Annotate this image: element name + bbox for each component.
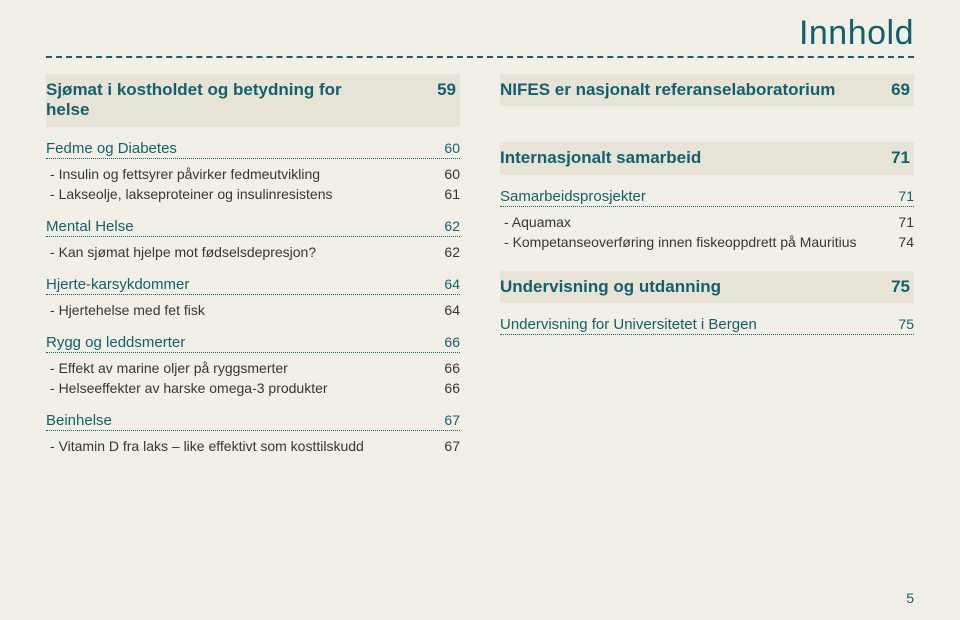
- section-title: Sjømat i kostholdet og betydning for hel…: [46, 80, 382, 121]
- section-page: 59: [437, 80, 456, 100]
- sub-label: Aquamax: [500, 214, 573, 230]
- sub-label: Helseeffekter av harske omega-3 produkte…: [46, 380, 328, 396]
- sub-label: Insulin og fettsyrer påvirker fedmeutvik…: [46, 166, 320, 182]
- heading-page: 62: [432, 218, 460, 234]
- heading-page: 64: [432, 276, 460, 292]
- heading-label: Rygg og leddsmerter: [46, 334, 185, 351]
- section-title: Undervisning og utdanning: [500, 277, 721, 297]
- toc-sub: Helseeffekter av harske omega-3 produkte…: [46, 377, 460, 397]
- sub-page: 62: [432, 244, 460, 260]
- sub-page: 64: [432, 302, 460, 318]
- toc-heading: Mental Helse 62: [46, 215, 460, 237]
- section-page: 75: [891, 277, 910, 297]
- toc-sub: Kompetanseoverføring innen fiskeoppdrett…: [500, 231, 914, 251]
- left-column: Sjømat i kostholdet og betydning for hel…: [46, 74, 460, 467]
- section-page: 71: [891, 148, 910, 168]
- page-title: Innhold: [799, 14, 914, 53]
- sub-label: Kompetanseoverføring innen fiskeoppdrett…: [500, 234, 857, 250]
- toc-group: Mental Helse 62 Kan sjømat hjelpe mot fø…: [46, 215, 460, 261]
- heading-page: 75: [886, 316, 914, 332]
- toc-sub: Lakseolje, lakseproteiner og insulinresi…: [46, 183, 460, 203]
- sub-label: Vitamin D fra laks – like effektivt som …: [46, 438, 364, 454]
- section-band: Undervisning og utdanning 75: [500, 271, 914, 303]
- heading-label: Fedme og Diabetes: [46, 140, 177, 157]
- sub-label: Hjertehelse med fet fisk: [46, 302, 205, 318]
- toc-heading: Hjerte-karsykdommer 64: [46, 273, 460, 295]
- heading-label: Beinhelse: [46, 412, 112, 429]
- toc-sub: Aquamax 71: [500, 211, 914, 231]
- heading-label: Undervisning for Universitetet i Bergen: [500, 316, 757, 333]
- sub-page: 67: [432, 438, 460, 454]
- section-page: 69: [891, 80, 910, 100]
- toc-group: Samarbeidsprosjekter 71 Aquamax 71 Kompe…: [500, 185, 914, 251]
- toc-heading: Undervisning for Universitetet i Bergen …: [500, 313, 914, 335]
- section-band: Sjømat i kostholdet og betydning for hel…: [46, 74, 460, 127]
- toc-group: Fedme og Diabetes 60 Insulin og fettsyre…: [46, 137, 460, 203]
- toc-heading: Rygg og leddsmerter 66: [46, 331, 460, 353]
- top-divider: [46, 56, 914, 58]
- toc-sub: Hjertehelse med fet fisk 64: [46, 299, 460, 319]
- toc-sub: Insulin og fettsyrer påvirker fedmeutvik…: [46, 163, 460, 183]
- sub-page: 66: [432, 360, 460, 376]
- toc-group: Undervisning for Universitetet i Bergen …: [500, 313, 914, 335]
- toc-sub: Kan sjømat hjelpe mot fødselsdepresjon? …: [46, 241, 460, 261]
- toc-group: Hjerte-karsykdommer 64 Hjertehelse med f…: [46, 273, 460, 319]
- toc-group: Rygg og leddsmerter 66 Effekt av marine …: [46, 331, 460, 397]
- heading-page: 60: [432, 140, 460, 156]
- toc-heading: Samarbeidsprosjekter 71: [500, 185, 914, 207]
- heading-label: Mental Helse: [46, 218, 134, 235]
- page-number: 5: [906, 590, 914, 606]
- right-column: NIFES er nasjonalt referanselaboratorium…: [500, 74, 914, 467]
- section-band: NIFES er nasjonalt referanselaboratorium…: [500, 74, 914, 106]
- sub-label: Kan sjømat hjelpe mot fødselsdepresjon?: [46, 244, 316, 260]
- heading-page: 67: [432, 412, 460, 428]
- sub-page: 66: [432, 380, 460, 396]
- sub-page: 61: [432, 186, 460, 202]
- sub-label: Effekt av marine oljer på ryggsmerter: [46, 360, 288, 376]
- toc-heading: Beinhelse 67: [46, 409, 460, 431]
- section-title: Internasjonalt samarbeid: [500, 148, 701, 168]
- toc-sub: Effekt av marine oljer på ryggsmerter 66: [46, 357, 460, 377]
- section-title: NIFES er nasjonalt referanselaboratorium: [500, 80, 835, 100]
- sub-page: 60: [432, 166, 460, 182]
- toc-group: Beinhelse 67 Vitamin D fra laks – like e…: [46, 409, 460, 455]
- toc-heading: Fedme og Diabetes 60: [46, 137, 460, 159]
- heading-label: Samarbeidsprosjekter: [500, 188, 646, 205]
- toc-columns: Sjømat i kostholdet og betydning for hel…: [46, 30, 914, 467]
- heading-page: 71: [886, 188, 914, 204]
- sub-page: 74: [886, 234, 914, 250]
- sub-page: 71: [886, 214, 914, 230]
- toc-sub: Vitamin D fra laks – like effektivt som …: [46, 435, 460, 455]
- heading-label: Hjerte-karsykdommer: [46, 276, 189, 293]
- section-band: Internasjonalt samarbeid 71: [500, 142, 914, 174]
- sub-label: Lakseolje, lakseproteiner og insulinresi…: [46, 186, 333, 202]
- heading-page: 66: [432, 334, 460, 350]
